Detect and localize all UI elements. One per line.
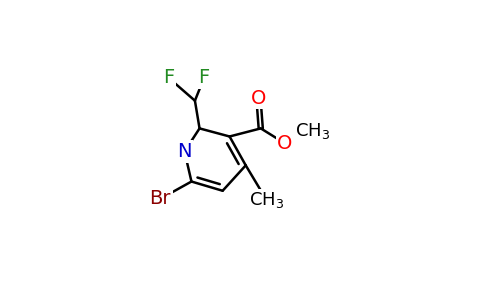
- Text: O: O: [251, 89, 266, 108]
- Text: Br: Br: [150, 189, 171, 208]
- Text: CH$_3$: CH$_3$: [249, 190, 284, 210]
- Text: O: O: [277, 134, 293, 153]
- Text: F: F: [198, 68, 210, 87]
- Text: CH$_3$: CH$_3$: [295, 121, 331, 141]
- Text: F: F: [163, 68, 174, 87]
- Text: N: N: [177, 142, 192, 161]
